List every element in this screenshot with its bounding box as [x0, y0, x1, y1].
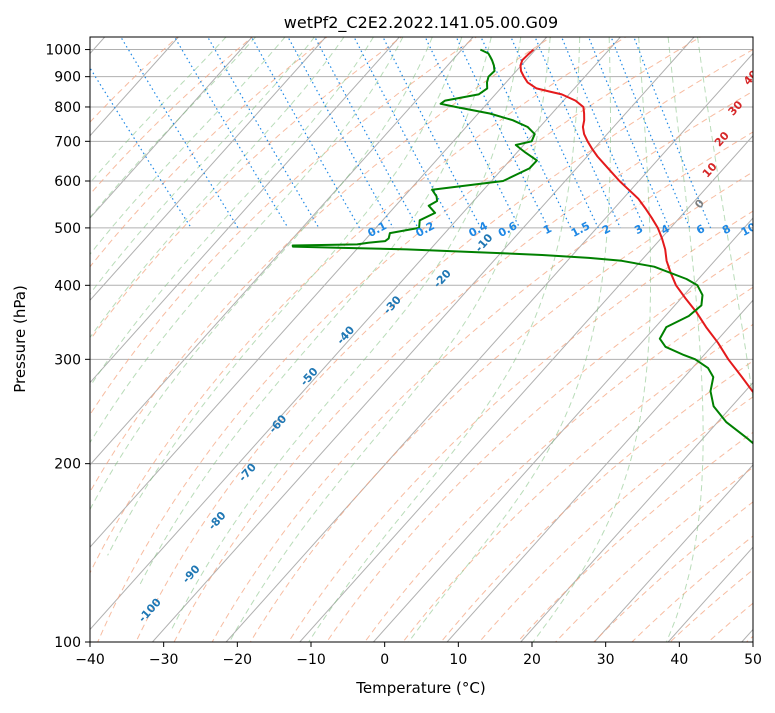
x-tick-label: 30	[597, 652, 615, 668]
x-tick-label: 0	[380, 652, 389, 668]
y-tick-label: 200	[54, 457, 81, 473]
chart-title: wetPf2_C2E2.2022.141.05.00.G09	[284, 13, 558, 33]
x-tick-label: 20	[523, 652, 541, 668]
y-tick-label: 800	[54, 100, 81, 116]
x-tick-label: −30	[149, 652, 179, 668]
y-tick-label: 500	[54, 221, 81, 237]
y-tick-label: 100	[54, 635, 81, 651]
y-tick-label: 400	[54, 278, 81, 294]
x-tick-label: −10	[296, 652, 326, 668]
x-tick-label: 10	[449, 652, 467, 668]
y-axis-label: Pressure (hPa)	[11, 285, 29, 393]
x-tick-label: 50	[744, 652, 762, 668]
y-tick-label: 900	[54, 70, 81, 86]
x-axis-label: Temperature (°C)	[355, 679, 485, 697]
x-tick-label: 40	[670, 652, 688, 668]
y-tick-label: 700	[54, 134, 81, 150]
y-tick-label: 1000	[45, 43, 81, 59]
y-tick-label: 600	[54, 174, 81, 190]
y-tick-label: 300	[54, 352, 81, 368]
x-tick-label: −20	[223, 652, 253, 668]
x-tick-label: −40	[75, 652, 105, 668]
